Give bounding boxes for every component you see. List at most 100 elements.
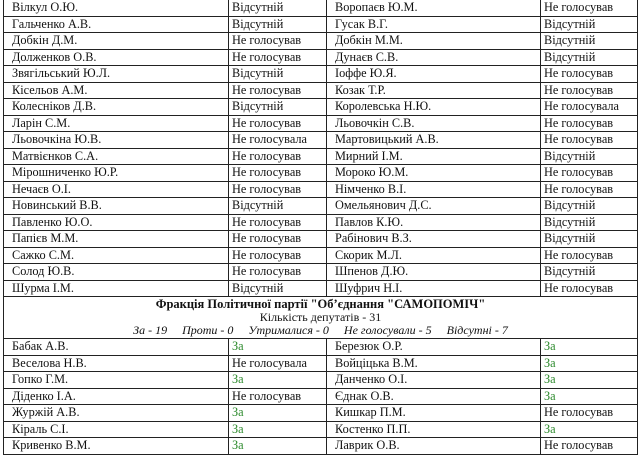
faction-members-top: Вілкул О.Ю. Відсутній Воропаєв Ю.М. Не голо…: [3, 0, 638, 297]
vote-cell: Не голосував: [228, 81, 327, 99]
vote-cell: Не голосував: [540, 180, 638, 198]
table-row: Павленко Ю.О. Не голосував Павлов К.Ю. Відс…: [3, 213, 638, 231]
vote-cell: Відсутній: [540, 48, 638, 66]
deputy-name-cell: Шурма І.М.: [3, 279, 229, 297]
deputy-name-cell: Мірошниченко Ю.Р.: [3, 164, 229, 182]
deputy-name-cell: Солод Ю.В.: [3, 263, 229, 281]
deputy-name-cell: Льовочкіна Ю.В.: [3, 131, 229, 149]
vote-cell: Не голосував: [540, 65, 638, 83]
deputy-name-cell: Лаврик О.В.: [326, 437, 541, 455]
deputy-name-cell: Єднак О.В.: [326, 387, 541, 405]
vote-cell: Не голосував: [540, 164, 638, 182]
table-row: Гальченко А.В. Відсутній Гусак В.Г. Відсутн…: [3, 15, 638, 33]
deputy-name-cell: Дунаєв С.В.: [326, 48, 541, 66]
deputy-name-cell: Рабінович В.З.: [326, 230, 541, 248]
vote-cell: Відсутній: [228, 15, 327, 33]
deputy-name-cell: Новинський В.В.: [3, 197, 229, 215]
table-row: Звягільський Ю.Л. Відсутній Іоффе Ю.Я. Не г…: [3, 65, 638, 83]
deputy-name-cell: Льовочкін С.В.: [326, 114, 541, 132]
table-row: Бабак А.В. За Березюк О.Р. За: [3, 338, 638, 356]
faction-header-row: Фракція Політичної партії "Об’єднання "С…: [3, 296, 638, 339]
stat-absent: Відсутні - 7: [446, 323, 508, 337]
deputy-name-cell: Данченко О.І.: [326, 371, 541, 389]
table-row: Гопко Г.М. За Данченко О.І. За: [3, 371, 638, 389]
vote-cell: Не голосував: [228, 263, 327, 281]
deputy-name-cell: Журжій А.В.: [3, 404, 229, 422]
deputy-name-cell: Долженков О.В.: [3, 48, 229, 66]
faction-count: Кількість депутатів - 31: [259, 310, 382, 324]
table-row: Кривенко В.М. За Лаврик О.В. Не голосував: [3, 437, 638, 455]
table-row: Кіраль С.І. За Костенко П.П. За: [3, 420, 638, 438]
table-row: Новинський В.В. Відсутній Омельянович Д.С.…: [3, 197, 638, 215]
deputy-name-cell: Матвієнков С.А.: [3, 147, 229, 165]
deputy-name-cell: Королевська Н.Ю.: [326, 98, 541, 116]
table-row: Добкін Д.М. Не голосував Добкін М.М. Відсут…: [3, 32, 638, 50]
vote-cell: Не голосував: [228, 164, 327, 182]
deputy-name-cell: Діденко І.А.: [3, 387, 229, 405]
vote-cell: Не голосував: [228, 147, 327, 165]
deputy-name-cell: Войціцька В.М.: [326, 354, 541, 372]
vote-cell: За: [228, 338, 327, 356]
deputy-name-cell: Кривенко В.М.: [3, 437, 229, 455]
deputy-name-cell: Костенко П.П.: [326, 420, 541, 438]
deputy-name-cell: Шуфрич Н.І.: [326, 279, 541, 297]
vote-cell: Відсутній: [540, 230, 638, 248]
vote-cell: За: [540, 371, 638, 389]
vote-cell: Не голосував: [540, 279, 638, 297]
deputy-name-cell: Німченко В.І.: [326, 180, 541, 198]
deputy-name-cell: Кишкар П.М.: [326, 404, 541, 422]
vote-cell: Відсутній: [228, 65, 327, 83]
deputy-name-cell: Ларін С.М.: [3, 114, 229, 132]
deputy-name-cell: Павленко Ю.О.: [3, 213, 229, 231]
vote-cell: За: [228, 371, 327, 389]
vote-cell: За: [228, 404, 327, 422]
table-row: Колесніков Д.В. Відсутній Королевська Н.Ю.…: [3, 98, 638, 116]
vote-cell: За: [540, 420, 638, 438]
vote-cell: Не голосував: [540, 0, 638, 17]
table-row: Ларін С.М. Не голосував Льовочкін С.В. Не г…: [3, 114, 638, 132]
table-row: Вілкул О.Ю. Відсутній Воропаєв Ю.М. Не голо…: [3, 0, 638, 17]
stat-abstained: Утрималися - 0: [248, 323, 329, 337]
stat-for: За - 19: [133, 323, 168, 337]
vote-cell: Не голосував: [228, 213, 327, 231]
vote-cell: За: [228, 437, 327, 455]
deputy-name-cell: Мирний І.М.: [326, 147, 541, 165]
table-row: Долженков О.В. Не голосував Дунаєв С.В. Від…: [3, 48, 638, 66]
vote-cell: Відсутній: [228, 197, 327, 215]
vote-cell: Відсутній: [540, 197, 638, 215]
stat-against: Проти - 0: [182, 323, 234, 337]
deputy-name-cell: Гопко Г.М.: [3, 371, 229, 389]
stat-not-voted: Не голосували - 5: [343, 323, 432, 337]
table-row: Сажко С.М. Не голосував Скорик М.Л. Не голо…: [3, 246, 638, 264]
table-row: Діденко І.А. Не голосував Єднак О.В. За: [3, 387, 638, 405]
table-row: Папієв М.М. Не голосував Рабінович В.З. Від…: [3, 230, 638, 248]
vote-cell: Не голосував: [228, 114, 327, 132]
table-row: Кісельов А.М. Не голосував Козак Т.Р. Не го…: [3, 81, 638, 99]
table-row: Матвієнков С.А. Не голосував Мирний І.М. Ві…: [3, 147, 638, 165]
table-row: Льовочкіна Ю.В. Не голосувала Мартовицький…: [3, 131, 638, 149]
vote-cell: Відсутній: [228, 279, 327, 297]
vote-cell: Не голосував: [228, 32, 327, 50]
table-row: Нечаєв О.І. Не голосував Німченко В.І. Не г…: [3, 180, 638, 198]
vote-cell: За: [540, 354, 638, 372]
deputy-name-cell: Шпенов Д.Ю.: [326, 263, 541, 281]
deputy-name-cell: Березюк О.Р.: [326, 338, 541, 356]
deputy-name-cell: Гальченко А.В.: [3, 15, 229, 33]
table-row: Солод Ю.В. Не голосував Шпенов Д.Ю. Відсутн…: [3, 263, 638, 281]
vote-cell: Відсутній: [540, 15, 638, 33]
deputy-name-cell: Омельянович Д.С.: [326, 197, 541, 215]
vote-cell: За: [540, 387, 638, 405]
vote-cell: Не голосував: [540, 437, 638, 455]
faction-header: Фракція Політичної партії "Об’єднання "С…: [3, 296, 638, 339]
deputy-name-cell: Мартовицький А.В.: [326, 131, 541, 149]
vote-cell: Не голосував: [540, 404, 638, 422]
deputy-name-cell: Скорик М.Л.: [326, 246, 541, 264]
vote-cell: Відсутній: [540, 32, 638, 50]
table-row: Журжій А.В. За Кишкар П.М. Не голосував: [3, 404, 638, 422]
deputy-name-cell: Веселова Н.В.: [3, 354, 229, 372]
table-row: Мірошниченко Ю.Р. Не голосував Мороко Ю.М.…: [3, 164, 638, 182]
deputy-name-cell: Козак Т.Р.: [326, 81, 541, 99]
deputy-name-cell: Гусак В.Г.: [326, 15, 541, 33]
deputy-name-cell: Мороко Ю.М.: [326, 164, 541, 182]
vote-cell: Не голосував: [228, 246, 327, 264]
